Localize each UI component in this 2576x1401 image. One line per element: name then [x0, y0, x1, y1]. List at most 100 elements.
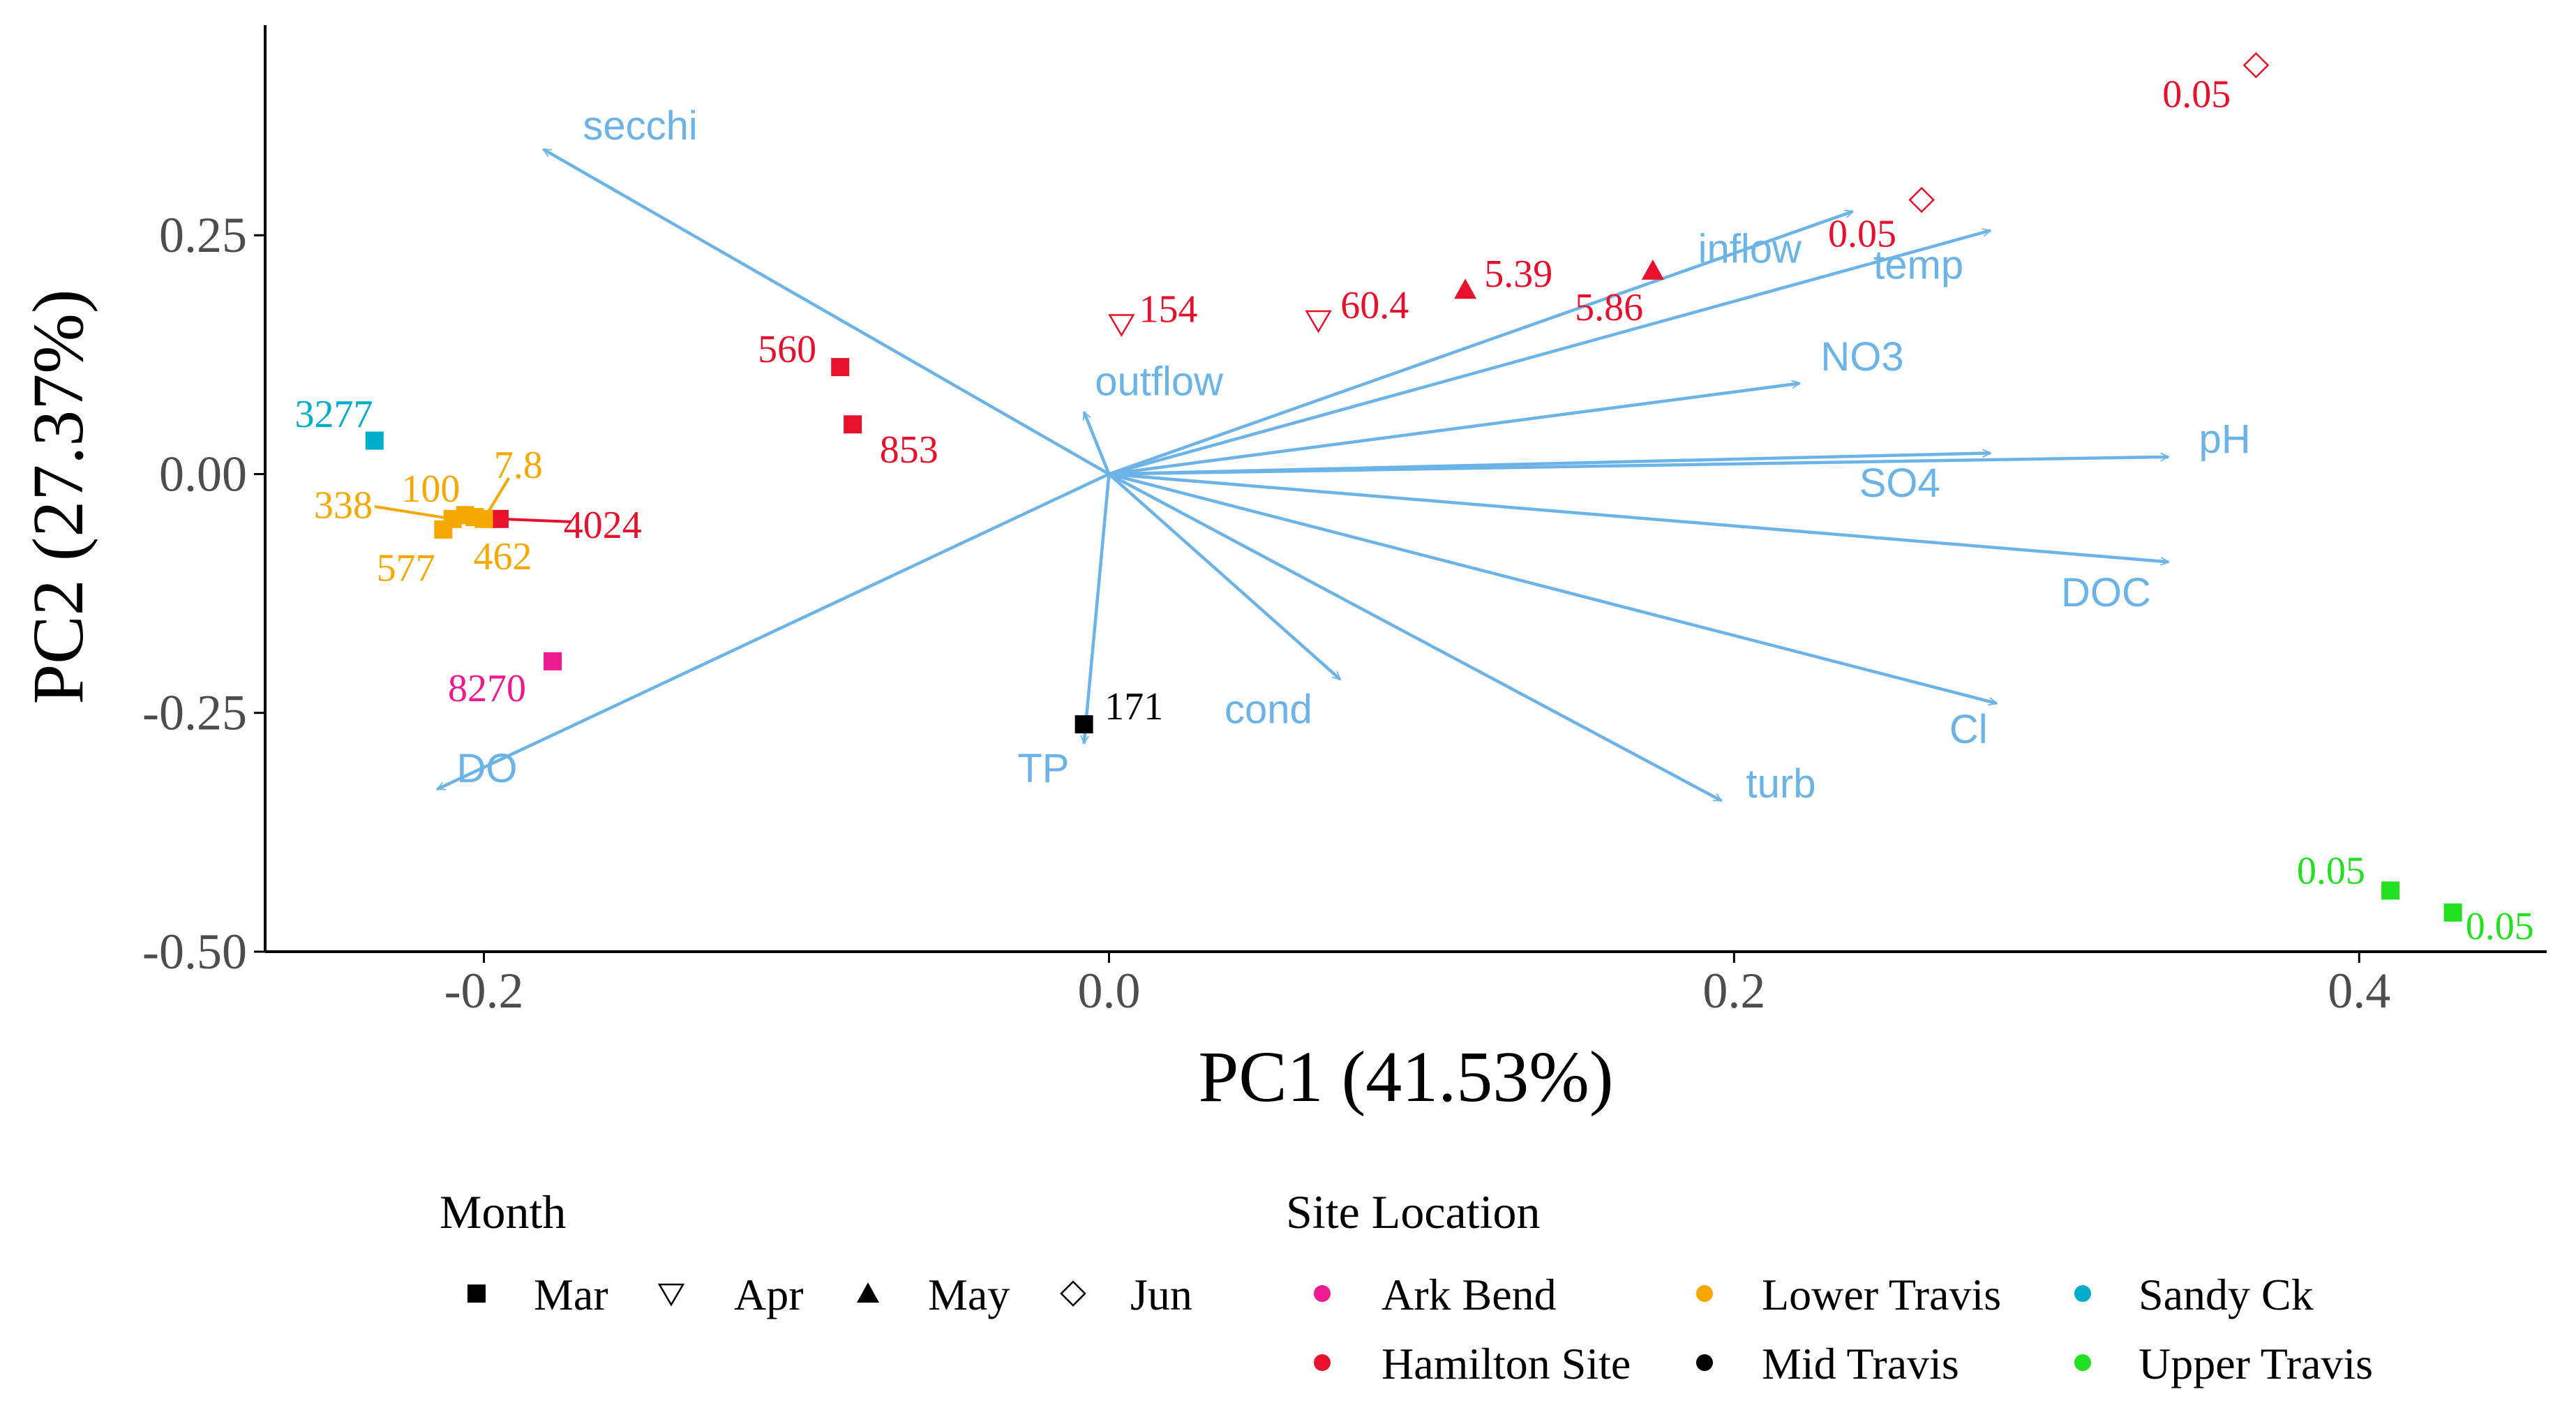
- score-point: [1305, 310, 1332, 334]
- loading-label-do: DO: [457, 746, 518, 791]
- loading-arrow-turb: [1108, 472, 1721, 802]
- point-label: 0.05: [2162, 73, 2231, 117]
- legend-month-mar: Mar: [534, 1270, 608, 1319]
- legend: Month Mar Apr May Jun Site Location Ark Bend Ha…: [440, 1185, 2373, 1388]
- y-tick-label: -0.50: [142, 924, 247, 980]
- legend-site-ark-bend: Ark Bend: [1381, 1270, 1557, 1319]
- score-point: [544, 652, 562, 670]
- y-tick-label: 0.25: [159, 207, 247, 263]
- loading-label-so4: SO4: [1859, 460, 1940, 506]
- point-label: 5.39: [1484, 253, 1552, 296]
- y-tick-label: 0.00: [159, 446, 247, 502]
- score-point: [1641, 259, 1664, 280]
- point-label: 7.8: [494, 444, 543, 487]
- legend-site-lower-travis-icon: [1696, 1285, 1713, 1302]
- loading-arrow-cl: [1108, 472, 1996, 703]
- point-label: 0.05: [2466, 905, 2534, 948]
- point-label: 462: [473, 535, 532, 578]
- loading-arrow-tp: [1084, 474, 1111, 743]
- y-axis-title: PC2 (27.37%): [18, 289, 98, 704]
- legend-site-lower-travis: Lower Travis: [1762, 1270, 2001, 1319]
- point-label: 171: [1104, 685, 1163, 728]
- legend-site-sandy-ck: Sandy Ck: [2139, 1270, 2314, 1319]
- axes: -0.2 0.0 0.2 0.4 -0.50 -0.25 0.00 0.25 PC1 (41.5…: [18, 25, 2547, 1117]
- legend-site-title: Site Location: [1286, 1185, 1540, 1238]
- loading-label-secchi: secchi: [583, 103, 697, 149]
- legend-month-jun-icon: [1060, 1280, 1086, 1307]
- x-tick-label: 0.4: [2328, 963, 2390, 1019]
- loading-label-doc: DOC: [2061, 570, 2151, 615]
- score-point: [465, 508, 484, 527]
- loading-arrow-cond: [1107, 472, 1342, 681]
- legend-site-upper-travis-icon: [2074, 1354, 2091, 1371]
- point-label: 100: [401, 467, 460, 511]
- loading-label-outflow: outflow: [1095, 359, 1224, 405]
- loading-label-turb: turb: [1746, 761, 1816, 807]
- point-label: 60.4: [1340, 284, 1409, 327]
- x-tick-label: 0.2: [1702, 963, 1765, 1019]
- point-label: 853: [880, 428, 938, 472]
- loading-arrow-outflow: [1082, 412, 1111, 475]
- legend-site-sandy-ck-icon: [2074, 1285, 2091, 1302]
- x-tick-label: -0.2: [444, 963, 524, 1019]
- score-point: [434, 520, 453, 539]
- point-leader-line: [374, 505, 454, 520]
- score-point: [2242, 52, 2270, 79]
- point-label: 338: [314, 484, 373, 527]
- legend-site-hamilton-site: Hamilton Site: [1381, 1339, 1631, 1388]
- point-label: 0.05: [2297, 850, 2365, 893]
- score-point: [831, 358, 850, 377]
- score-point: [2381, 881, 2400, 900]
- legend-site-mid-travis-icon: [1696, 1354, 1713, 1371]
- loading-label-cond: cond: [1225, 687, 1312, 732]
- legend-month-apr-icon: [657, 1283, 685, 1307]
- x-axis-title: PC1 (41.53%): [1198, 1037, 1613, 1117]
- loading-arrow-temp: [1108, 230, 1990, 476]
- legend-month-jun: Jun: [1130, 1270, 1192, 1319]
- loading-label-tp: TP: [1017, 746, 1069, 791]
- score-point: [1908, 186, 1935, 213]
- point-label: 5.86: [1575, 286, 1643, 329]
- score-point: [2443, 903, 2462, 922]
- score-point: [1454, 278, 1477, 299]
- legend-month-may-icon: [857, 1282, 879, 1303]
- point-label: 4024: [564, 504, 642, 547]
- legend-site-ark-bend-icon: [1314, 1285, 1331, 1302]
- score-points: 0.05 0.05 154 60.4 5.39 5.86 560 853 4024 3277 100…: [295, 52, 2534, 948]
- score-point: [1074, 715, 1093, 734]
- legend-month-apr: Apr: [734, 1270, 804, 1319]
- point-label: 560: [758, 328, 816, 371]
- point-leader-line: [499, 517, 572, 523]
- score-point: [1108, 314, 1135, 337]
- legend-site-upper-travis: Upper Travis: [2139, 1339, 2373, 1388]
- x-tick-label: 0.0: [1077, 963, 1140, 1019]
- score-point: [365, 431, 384, 450]
- legend-month-may: May: [928, 1270, 1010, 1319]
- loading-label-inflow: inflow: [1698, 226, 1802, 271]
- legend-month-mar-icon: [467, 1284, 486, 1303]
- loading-arrow-secchi: [544, 148, 1110, 476]
- point-label: 0.05: [1828, 212, 1896, 255]
- legend-site-hamilton-site-icon: [1314, 1354, 1331, 1371]
- point-label: 3277: [295, 393, 373, 436]
- point-label: 577: [377, 547, 435, 590]
- loading-arrow-do: [437, 472, 1110, 791]
- point-label: 154: [1139, 288, 1198, 331]
- point-label: 8270: [448, 667, 526, 710]
- loading-label-cl: Cl: [1949, 707, 1988, 752]
- loading-label-ph: pH: [2199, 417, 2251, 462]
- score-point: [844, 415, 862, 434]
- loading-label-no3: NO3: [1820, 334, 1903, 380]
- loading-arrow-inflow: [1108, 211, 1852, 476]
- legend-month-title: Month: [440, 1185, 566, 1238]
- loading-arrows: secchi inflow temp NO3 outflow SO4 pH DOC cond Cl…: [437, 103, 2251, 807]
- loading-label-temp: temp: [1873, 243, 1963, 288]
- loading-arrow-doc: [1109, 472, 2169, 562]
- score-point: [490, 509, 509, 528]
- loading-arrow-no3: [1109, 383, 1799, 476]
- legend-site-mid-travis: Mid Travis: [1762, 1339, 1959, 1388]
- y-tick-label: -0.25: [142, 685, 247, 741]
- loading-arrow-ph: [1109, 457, 2169, 476]
